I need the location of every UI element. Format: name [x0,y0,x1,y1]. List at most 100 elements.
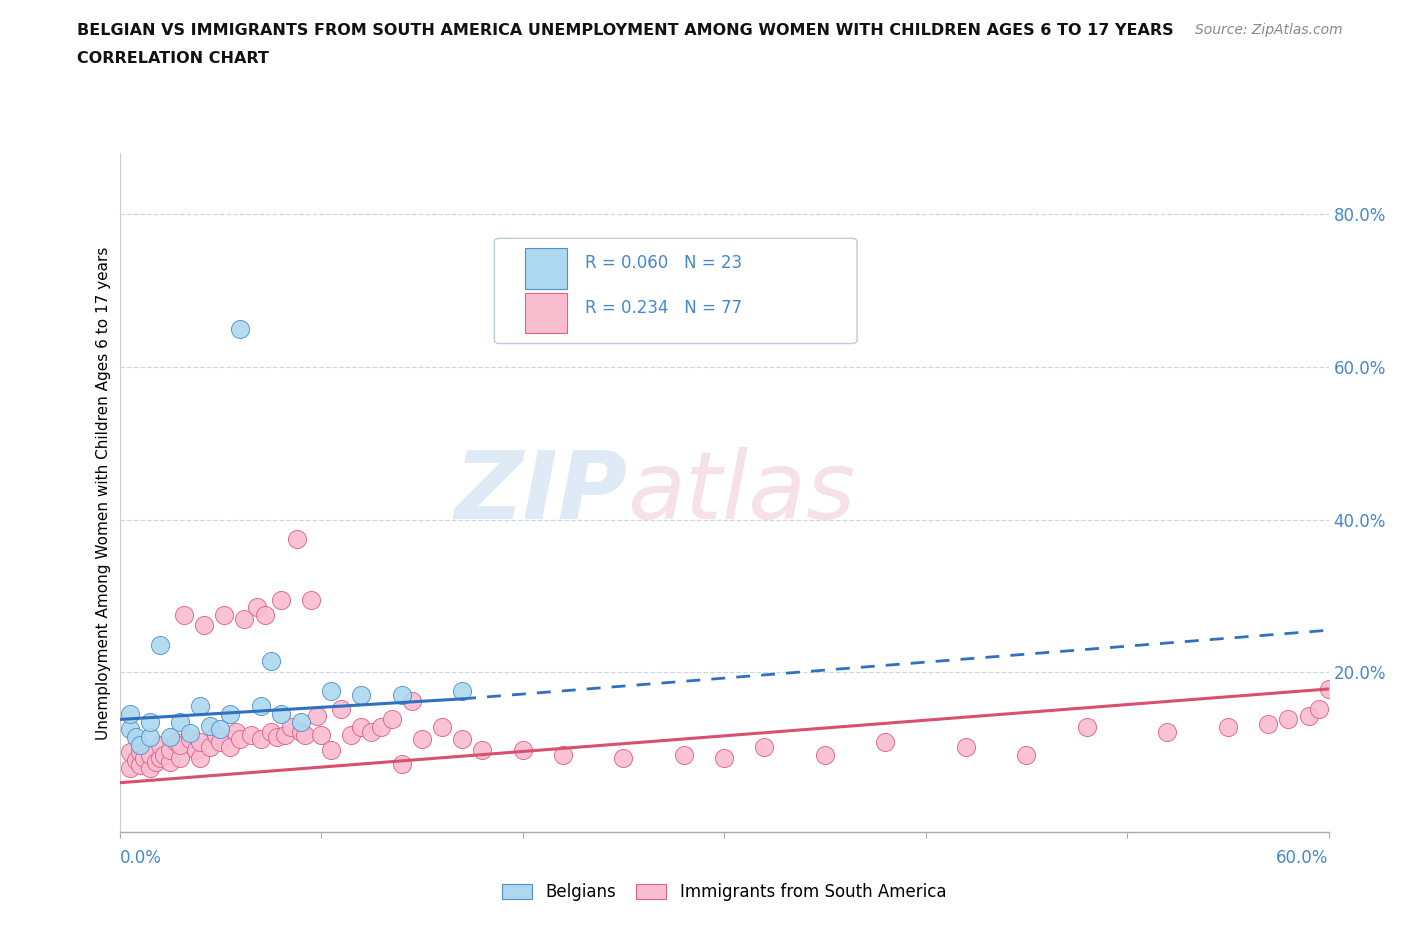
Point [153,747,176,762]
Point [128,737,150,752]
Point [1308,701,1330,716]
Point [391,687,413,702]
Text: ZIP: ZIP [454,447,627,538]
Point [169,714,191,729]
Point [299,592,322,607]
Point [193,618,215,632]
Point [249,699,271,714]
Point [259,653,281,668]
Text: atlas: atlas [627,447,856,538]
Point [138,760,162,775]
Text: 60.0%: 60.0% [1277,849,1329,867]
Point [225,724,247,739]
Point [165,735,187,750]
Point [330,701,353,716]
Point [253,607,276,622]
Point [274,727,297,742]
Point [159,729,181,744]
Point [754,739,776,754]
Point [380,712,402,727]
Point [184,742,207,757]
Point [1216,720,1239,735]
Point [128,758,150,773]
Point [173,607,195,622]
Point [179,732,201,747]
Point [294,727,316,742]
Point [229,322,252,337]
Point [411,732,433,747]
Point [188,751,211,765]
Point [1076,720,1098,735]
Point [875,735,897,750]
FancyBboxPatch shape [495,238,858,343]
Y-axis label: Unemployment Among Women with Children Ages 6 to 17 years: Unemployment Among Women with Children A… [96,246,111,739]
Point [138,729,162,744]
Point [209,735,232,750]
Text: R = 0.060   N = 23: R = 0.060 N = 23 [585,255,742,272]
Text: BELGIAN VS IMMIGRANTS FROM SOUTH AMERICA UNEMPLOYMENT AMONG WOMEN WITH CHILDREN : BELGIAN VS IMMIGRANTS FROM SOUTH AMERICA… [77,23,1174,38]
Point [209,722,232,737]
Point [285,531,308,546]
Text: 0.0%: 0.0% [120,849,162,867]
Point [1317,682,1340,697]
Point [159,755,181,770]
Point [350,720,373,735]
Point [672,747,695,762]
Point [1015,747,1038,762]
Point [266,729,288,744]
Point [145,755,167,770]
Point [179,725,201,740]
Point [124,752,146,767]
Point [124,729,146,744]
Point [169,751,191,765]
Point [612,751,634,765]
Point [229,732,252,747]
Point [128,745,150,760]
Point [214,607,236,622]
Point [430,720,453,735]
Point [305,709,328,724]
Point [360,724,382,739]
Text: Source: ZipAtlas.com: Source: ZipAtlas.com [1195,23,1343,37]
Point [239,727,262,742]
Point [451,732,474,747]
Point [118,707,141,722]
Point [391,756,413,771]
Point [169,737,191,752]
Point [270,592,292,607]
Point [1277,712,1299,727]
Point [713,751,735,765]
Point [290,724,312,739]
Point [149,751,172,765]
Point [132,751,155,765]
Point [200,718,222,733]
Text: CORRELATION CHART: CORRELATION CHART [77,51,269,66]
Bar [524,248,567,289]
Point [118,722,141,737]
Point [451,684,474,698]
Point [188,699,211,714]
Point [280,720,302,735]
Point [321,742,343,757]
Point [551,747,574,762]
Point [471,742,494,757]
Text: R = 0.234   N = 77: R = 0.234 N = 77 [585,299,742,316]
Point [118,745,141,760]
Point [321,684,343,698]
Point [159,742,181,757]
Point [219,739,242,754]
Point [259,724,281,739]
Point [955,739,977,754]
Point [149,737,172,752]
Point [205,727,228,742]
Point [249,732,271,747]
Point [270,707,292,722]
Point [512,742,534,757]
Point [290,714,312,729]
Point [200,739,222,754]
Point [340,727,363,742]
Point [149,638,172,653]
Point [1156,724,1178,739]
Point [1257,717,1279,732]
Bar [524,293,567,333]
